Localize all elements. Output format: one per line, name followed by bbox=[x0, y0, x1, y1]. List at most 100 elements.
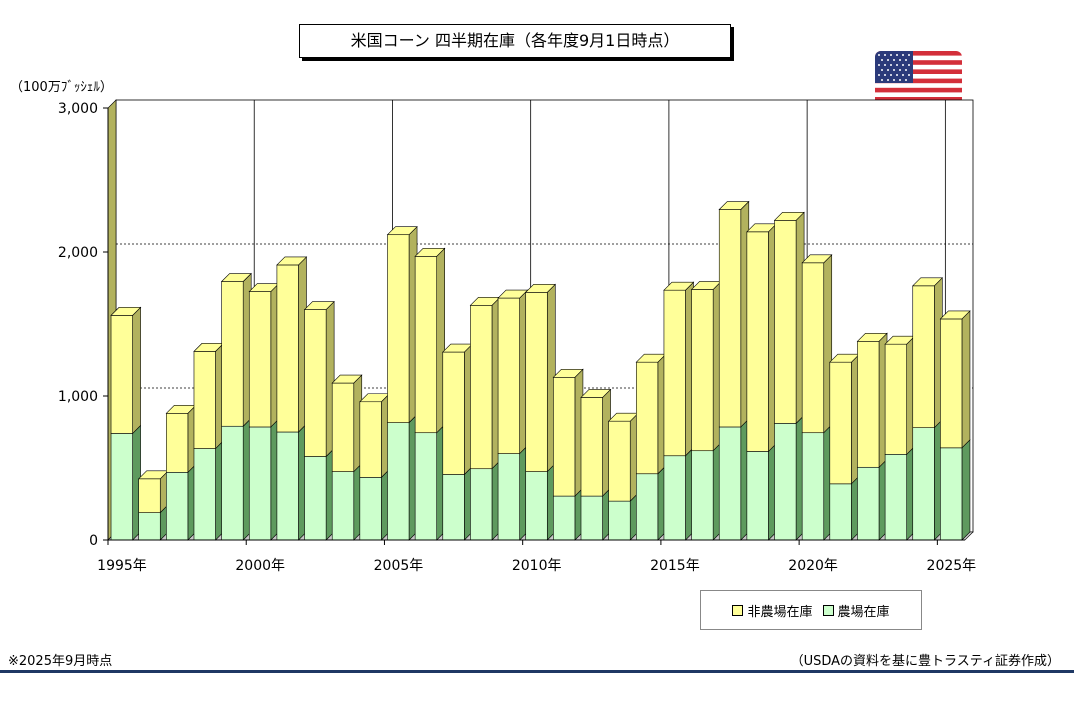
bar-group bbox=[884, 335, 916, 541]
bar-off-farm bbox=[774, 220, 797, 424]
bar-on-farm bbox=[857, 466, 880, 541]
bar-off-farm bbox=[359, 401, 382, 478]
legend-swatch-on-farm bbox=[822, 604, 834, 616]
bar-group bbox=[359, 393, 391, 541]
y-tick-label: 0 bbox=[89, 533, 98, 549]
bar-group bbox=[469, 296, 501, 541]
bar-on-farm bbox=[718, 426, 742, 541]
bar-off-farm bbox=[801, 262, 825, 434]
bar-group bbox=[497, 289, 529, 541]
x-tick-label: 2025年 bbox=[927, 558, 977, 574]
bar-on-farm bbox=[470, 468, 493, 541]
bar-off-farm-top bbox=[663, 281, 695, 291]
bar-off-farm bbox=[663, 289, 686, 457]
bar-on-farm bbox=[442, 474, 465, 541]
bar-on-farm bbox=[940, 447, 963, 541]
bar-group bbox=[690, 280, 722, 541]
chart-title: 米国コーン 四半期在庫（各年度9月1日時点） bbox=[299, 24, 731, 58]
bar-group bbox=[856, 332, 888, 541]
bar-off-farm-top bbox=[276, 256, 308, 266]
x-tick-label: 1995年 bbox=[97, 558, 147, 574]
bar-on-farm bbox=[276, 431, 299, 541]
bar-off-farm-top bbox=[524, 284, 557, 293]
bar-group bbox=[773, 211, 805, 541]
x-tick-label: 2000年 bbox=[235, 558, 285, 574]
bar-on-farm bbox=[331, 471, 355, 541]
bar-off-farm bbox=[138, 478, 161, 513]
bar-group bbox=[386, 225, 418, 541]
bar-on-farm bbox=[553, 495, 576, 541]
bar-off-farm-top bbox=[939, 310, 971, 320]
bar-on-farm bbox=[221, 425, 244, 541]
bar-group bbox=[801, 254, 833, 541]
bar-off-farm-top bbox=[386, 226, 418, 236]
bar-off-farm bbox=[221, 281, 244, 427]
bar-off-farm-side bbox=[961, 310, 971, 449]
bar-group bbox=[442, 343, 474, 541]
bar-off-farm bbox=[912, 285, 935, 428]
legend-label-on-farm: 農場在庫 bbox=[837, 604, 890, 620]
bar-group bbox=[524, 283, 557, 541]
bar-group bbox=[193, 342, 225, 541]
bar-off-farm-top bbox=[303, 301, 335, 310]
bar-off-farm-top bbox=[110, 307, 142, 316]
bar-off-farm-top bbox=[856, 332, 888, 342]
bar-group bbox=[220, 272, 252, 541]
bar-off-farm-top bbox=[912, 277, 944, 287]
bar-on-farm bbox=[884, 454, 907, 541]
bar-off-farm bbox=[331, 382, 355, 472]
legend-label-off-farm: 非農場在庫 bbox=[747, 604, 813, 620]
bar-off-farm bbox=[608, 420, 631, 502]
bar-on-farm bbox=[912, 427, 935, 541]
bar-on-farm bbox=[801, 432, 825, 541]
bar-off-farm bbox=[746, 231, 769, 452]
bar-group bbox=[912, 277, 944, 541]
bar-on-farm bbox=[580, 495, 603, 541]
y-tick-label: 3,000 bbox=[58, 101, 98, 117]
bar-group bbox=[635, 353, 667, 541]
legend-item-off-farm: 非農場在庫 bbox=[732, 601, 813, 620]
bar-off-farm bbox=[193, 351, 216, 449]
y-tick-label: 1,000 bbox=[58, 389, 98, 405]
bar-off-farm bbox=[276, 264, 299, 433]
bar-off-farm bbox=[553, 376, 576, 497]
bar-off-farm bbox=[442, 351, 465, 475]
bar-off-farm-top bbox=[801, 254, 833, 264]
bar-group bbox=[137, 470, 169, 541]
bar-off-farm bbox=[497, 297, 520, 454]
bar-on-farm bbox=[359, 477, 382, 541]
bar-group bbox=[331, 374, 363, 541]
bar-on-farm bbox=[387, 422, 410, 541]
x-tick-label: 2005年 bbox=[374, 558, 424, 574]
bar-off-farm-side bbox=[132, 306, 141, 435]
bar-off-farm-top bbox=[331, 374, 363, 384]
bar-on-farm bbox=[691, 450, 714, 541]
bar-group bbox=[248, 282, 280, 541]
bar-group bbox=[276, 256, 308, 541]
bar-off-farm bbox=[304, 309, 327, 457]
bar-group bbox=[552, 368, 584, 541]
bar-on-farm bbox=[525, 471, 548, 541]
bar-off-farm bbox=[414, 256, 438, 434]
bar-off-farm bbox=[110, 315, 133, 434]
bar-off-farm bbox=[691, 289, 714, 452]
bar-group bbox=[829, 353, 861, 541]
bar-group bbox=[663, 281, 695, 541]
chart-legend: 非農場在庫 農場在庫 bbox=[700, 590, 922, 630]
bar-off-farm bbox=[940, 318, 963, 449]
bar-group bbox=[165, 404, 197, 541]
bar-group bbox=[303, 300, 335, 541]
bar-off-farm-top bbox=[220, 273, 252, 282]
x-tick-label: 2010年 bbox=[512, 558, 562, 574]
bar-off-farm bbox=[718, 209, 742, 428]
x-tick-label: 2015年 bbox=[650, 558, 700, 574]
bar-group bbox=[607, 412, 639, 541]
legend-item-on-farm: 農場在庫 bbox=[822, 601, 890, 620]
bar-off-farm bbox=[829, 361, 852, 485]
bar-on-farm bbox=[829, 483, 852, 541]
bar-off-farm bbox=[166, 412, 189, 473]
bar-off-farm bbox=[580, 397, 603, 497]
bar-on-farm bbox=[138, 512, 161, 541]
bar-off-farm-top bbox=[580, 389, 612, 398]
legend-swatch-off-farm bbox=[732, 604, 744, 616]
